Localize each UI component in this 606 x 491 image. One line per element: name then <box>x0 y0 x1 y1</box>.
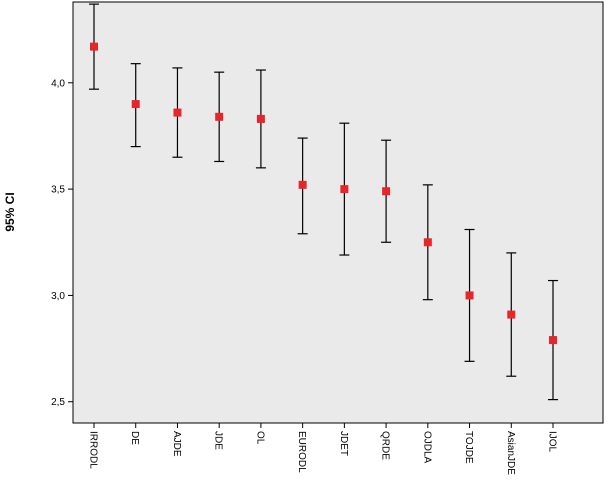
x-tick-label: AsianJDE <box>505 431 516 475</box>
x-tick-label: TOJDE <box>463 431 474 464</box>
mean-marker <box>173 108 182 117</box>
mean-marker <box>423 238 432 247</box>
y-axis: 2,5 3,0 3,5 4,0 <box>51 78 73 408</box>
x-tick-label: QRDE <box>380 431 391 460</box>
mean-marker <box>549 336 557 345</box>
x-tick-label: JDE <box>213 431 224 450</box>
x-tick-label: AJDE <box>171 431 182 457</box>
x-tick-label: IRRODL <box>88 431 99 469</box>
x-tick-label: DE <box>129 431 140 445</box>
y-axis-label: 95% CI <box>3 192 17 231</box>
mean-marker <box>256 114 265 123</box>
x-tick-label: EURODL <box>296 431 307 473</box>
y-tick-label: 4,0 <box>51 78 65 89</box>
y-tick-label: 3,0 <box>51 291 65 302</box>
x-tick-label: OJDLA <box>421 431 432 464</box>
x-tick-label: JDET <box>338 431 349 456</box>
mean-markers <box>90 42 557 345</box>
y-tick-label: 3,5 <box>51 185 65 196</box>
mean-marker <box>90 42 98 51</box>
mean-marker <box>382 187 391 196</box>
mean-marker <box>340 185 349 194</box>
mean-marker <box>131 100 140 109</box>
plot-area <box>72 1 604 424</box>
mean-marker <box>465 291 474 300</box>
x-tick-label: OL <box>254 431 265 445</box>
mean-marker <box>507 310 516 319</box>
x-axis: IRRODL DE AJDE JDE OL EURODL JDET QRDE OJDLA TOJD… <box>88 423 558 475</box>
mean-marker <box>215 112 224 121</box>
y-tick-label: 2,5 <box>51 397 65 408</box>
x-tick-label: IJOL <box>547 431 558 453</box>
mean-marker <box>298 180 307 189</box>
